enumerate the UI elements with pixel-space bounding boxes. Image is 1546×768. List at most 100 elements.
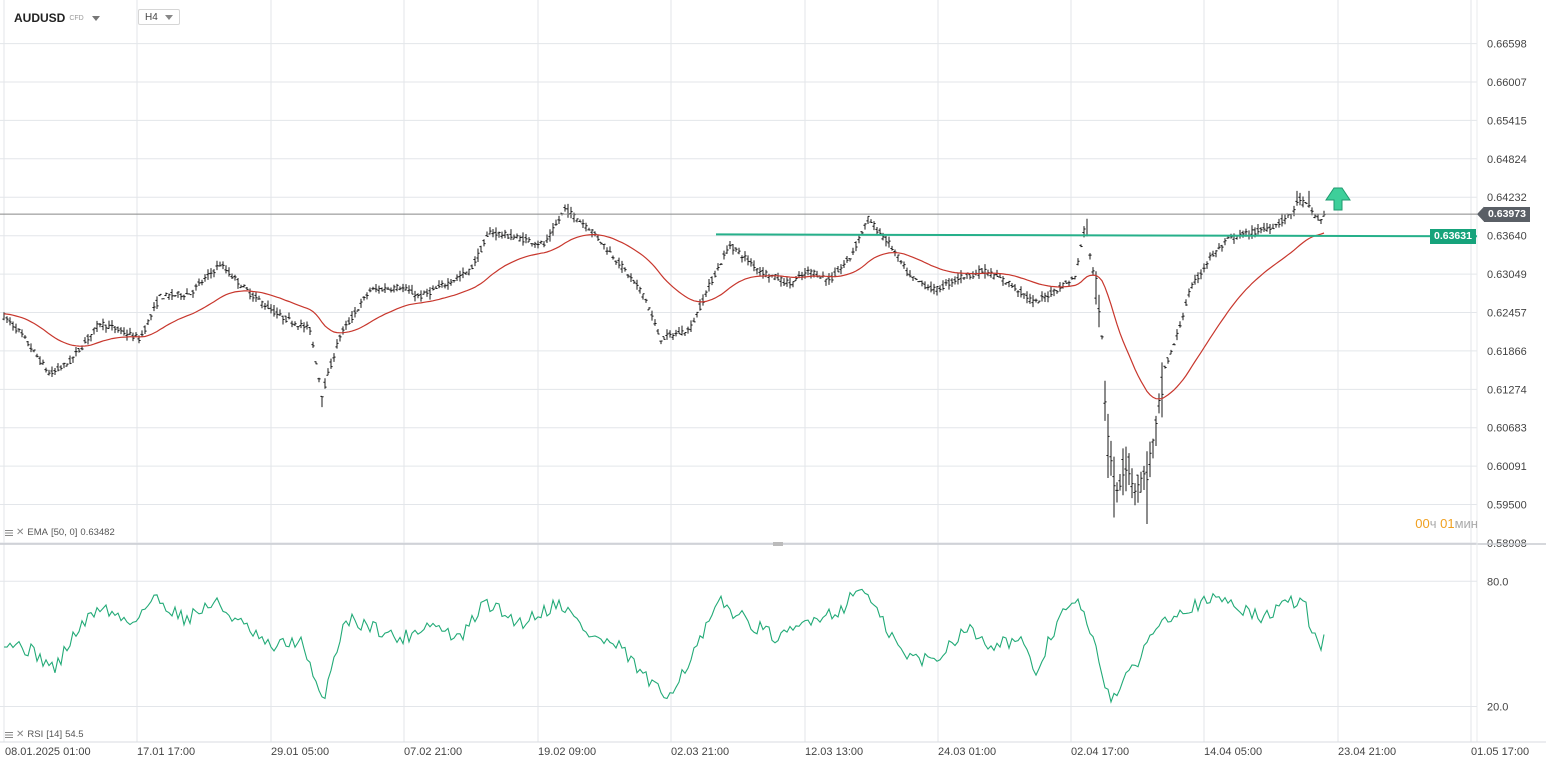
ohlc-bar — [542, 241, 546, 248]
ohlc-bar — [1172, 343, 1176, 346]
ohlc-bar — [170, 289, 174, 300]
ohlc-bar — [1256, 223, 1260, 235]
ohlc-bar — [512, 234, 516, 240]
ohlc-bar — [1316, 213, 1320, 221]
ohlc-bar — [638, 286, 642, 294]
ohlc-bar — [905, 267, 909, 277]
ohlc-bar — [752, 260, 756, 272]
ohlc-bar — [467, 268, 471, 276]
x-tick-label: 17.01 17:00 — [137, 746, 195, 758]
ohlc-bar — [1133, 483, 1137, 506]
ohlc-bar — [1214, 250, 1218, 258]
ohlc-bar — [911, 276, 915, 281]
ohlc-bar — [1301, 196, 1305, 208]
symbol-selector[interactable]: AUDUSD CFD — [14, 9, 100, 27]
ohlc-bar — [683, 331, 687, 337]
ohlc-bar — [620, 260, 624, 273]
ohlc-bar — [386, 286, 390, 290]
ema-indicator-label: ✕ EMA [50, 0] 0.63482 — [5, 527, 115, 538]
chevron-down-icon[interactable] — [91, 15, 100, 21]
ohlc-bar — [1274, 223, 1278, 228]
ohlc-bar — [440, 280, 444, 288]
timeframe-selector[interactable]: H4 — [138, 9, 180, 25]
ema-params: [50, 0] — [50, 527, 78, 538]
close-icon[interactable]: ✕ — [16, 728, 25, 740]
ohlc-bar — [872, 221, 876, 231]
ohlc-bar — [659, 340, 663, 345]
ohlc-bar — [833, 267, 837, 278]
ohlc-bar — [248, 288, 252, 300]
ohlc-bar — [836, 266, 840, 273]
ohlc-bar — [383, 283, 387, 293]
close-icon[interactable]: ✕ — [16, 526, 25, 538]
ohlc-bar — [929, 281, 933, 293]
ohlc-bar — [263, 303, 267, 310]
ohlc-bar — [410, 284, 414, 295]
ohlc-bar — [119, 327, 123, 335]
support-resistance-line[interactable] — [715, 233, 1478, 238]
ohlc-bar — [908, 270, 912, 278]
ohlc-bar — [1070, 276, 1074, 280]
ohlc-bar — [641, 293, 645, 300]
ohlc-bar — [1148, 441, 1152, 478]
ohlc-bar — [1187, 288, 1191, 298]
ohlc-bar — [1196, 272, 1200, 284]
menu-icon[interactable] — [5, 529, 13, 537]
ohlc-bar — [602, 243, 606, 250]
ohlc-bar — [212, 269, 216, 278]
y-tick-label: 0.59500 — [1487, 500, 1527, 512]
ohlc-bar — [1049, 285, 1053, 297]
ohlc-bar — [617, 257, 621, 269]
ohlc-bar — [1238, 229, 1242, 239]
ohlc-bar — [650, 310, 654, 321]
ohlc-bar — [584, 222, 588, 232]
ohlc-bar — [260, 300, 264, 309]
ohlc-bar — [587, 227, 591, 231]
ohlc-bar — [269, 304, 273, 314]
ohlc-bar — [242, 284, 246, 288]
ohlc-bar — [257, 295, 261, 300]
ohlc-bar — [1262, 222, 1266, 232]
ohlc-bar — [962, 277, 966, 280]
ohlc-bar — [761, 267, 765, 279]
ohlc-bar — [389, 287, 393, 293]
ohlc-bar — [50, 366, 54, 377]
ohlc-bar — [596, 234, 600, 241]
ohlc-bar — [1094, 271, 1098, 305]
ohlc-bar — [845, 255, 849, 263]
ohlc-bar — [173, 295, 177, 297]
ohlc-bar — [401, 283, 405, 293]
ohlc-bar — [1076, 258, 1080, 266]
ohlc-bar — [887, 236, 891, 248]
ohlc-bar — [194, 283, 198, 291]
ohlc-bar — [581, 219, 585, 229]
ohlc-bar — [722, 250, 726, 260]
y-tick-label: 0.64824 — [1487, 154, 1527, 166]
ohlc-bar — [662, 336, 666, 340]
ohlc-bar — [1175, 329, 1179, 341]
symbol-name[interactable]: AUDUSD CFD — [14, 11, 100, 25]
ohlc-bar — [1085, 218, 1089, 237]
ohlc-bar — [518, 235, 522, 242]
ohlc-bar — [1193, 274, 1197, 285]
timer-hours-unit: ч — [1429, 516, 1437, 531]
ohlc-bar — [1112, 456, 1116, 518]
menu-icon[interactable] — [5, 731, 13, 739]
ohlc-bar — [494, 227, 498, 241]
rsi-tick-label: 20.0 — [1487, 702, 1508, 714]
ohlc-bar — [977, 265, 981, 279]
ohlc-bar — [1004, 282, 1008, 285]
ohlc-bar — [1088, 253, 1092, 260]
ohlc-bar — [1142, 465, 1146, 490]
ohlc-bar — [14, 323, 18, 334]
ohlc-bar — [1043, 292, 1047, 302]
level-price-tag[interactable]: 0.63631 — [1430, 228, 1476, 244]
ohlc-bar — [86, 334, 90, 345]
price-tag-pointer — [1477, 206, 1484, 222]
ohlc-bar — [68, 355, 72, 365]
pane-resize-handle[interactable] — [773, 542, 783, 546]
chevron-down-icon[interactable] — [165, 14, 173, 20]
ohlc-bar — [437, 280, 441, 289]
ohlc-bar — [968, 274, 972, 280]
